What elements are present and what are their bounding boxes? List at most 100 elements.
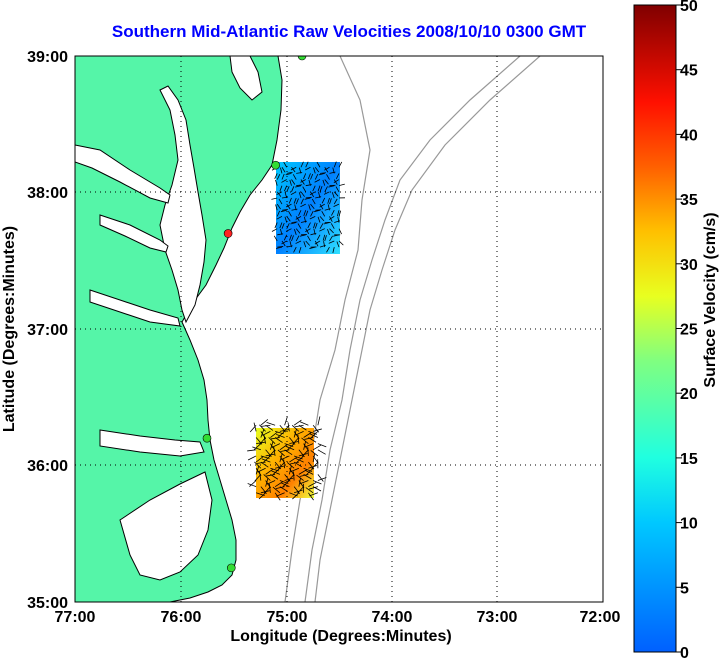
velocity-vector (305, 210, 309, 217)
velocity-vector (281, 240, 286, 247)
colorbar-tick-label: 15 (680, 451, 698, 468)
velocity-vector (308, 461, 315, 470)
velocity-vector (247, 449, 257, 452)
velocity-vector (304, 443, 314, 448)
velocity-vector (281, 196, 288, 199)
velocity-vector (266, 480, 276, 485)
colorbar-label: Surface Velocity (cm/s) (702, 212, 719, 387)
velocity-vector (265, 449, 272, 457)
velocity-vector (279, 222, 283, 229)
velocity-vector (276, 216, 283, 220)
velocity-vector (313, 167, 316, 174)
velocity-vector (296, 474, 304, 481)
velocity-vector (303, 173, 307, 180)
rappahannock-river (99, 214, 169, 253)
velocity-vector (295, 228, 301, 234)
velocity-vector (333, 179, 338, 185)
colorbar-tick-label: 50 (680, 0, 698, 15)
delaware-bay (229, 56, 263, 101)
velocity-vector (299, 473, 309, 477)
velocity-vector (299, 421, 309, 426)
x-tick-label: 76:00 (161, 609, 202, 626)
velocity-vector (296, 172, 303, 174)
velocity-vector (303, 432, 312, 438)
velocity-vector (253, 443, 262, 450)
velocity-vector (286, 216, 291, 222)
velocity-vector (276, 492, 285, 497)
velocity-vector (335, 173, 340, 179)
velocity-vector (337, 216, 340, 223)
velocity-vector (315, 196, 322, 199)
velocity-vector (323, 241, 326, 248)
velocity-vector (329, 171, 336, 174)
velocity-vector (327, 229, 330, 235)
velocity-vector (285, 228, 292, 232)
velocity-vector (279, 455, 286, 464)
bathymetry-contour (314, 56, 541, 602)
velocity-vector (319, 223, 324, 229)
y-tick-label: 37:00 (27, 322, 68, 339)
velocity-vector (314, 209, 321, 213)
velocity-vector (292, 174, 297, 180)
velocity-vector (277, 449, 285, 457)
x-tick-label: 72:00 (580, 609, 621, 626)
velocity-vector (255, 437, 263, 445)
velocity-vector (276, 191, 283, 195)
velocity-vector (293, 419, 302, 426)
plot-frame (74, 55, 604, 603)
velocity-vector (299, 234, 306, 237)
velocity-vector (309, 216, 316, 220)
velocity-vector (279, 444, 288, 451)
velocity-vector (311, 198, 316, 205)
colorbar (633, 4, 677, 653)
velocity-vector (274, 461, 282, 470)
velocity-vector (295, 185, 302, 188)
velocity-vector (312, 424, 320, 433)
velocity-vector (295, 235, 300, 242)
velocity-vector (317, 449, 326, 455)
velocity-vector (291, 425, 300, 432)
velocity-vector (310, 191, 315, 198)
velocity-vector (311, 431, 319, 438)
chesapeake-bay (159, 85, 207, 324)
velocity-vector (317, 443, 327, 448)
bathymetry-contour (284, 56, 371, 602)
velocity-vector (281, 208, 288, 211)
velocity-vector (281, 179, 287, 183)
velocity-vector (300, 161, 304, 168)
velocity-vector (255, 492, 265, 496)
velocity-vector (309, 486, 318, 490)
velocity-vector (289, 492, 298, 497)
velocity-vector (336, 241, 340, 248)
velocity-vector (284, 443, 294, 447)
velocity-vector (314, 222, 318, 229)
velocity-vector (303, 467, 313, 472)
velocity-vector (310, 173, 314, 180)
velocity-vector (305, 240, 311, 246)
velocity-vector (286, 203, 291, 210)
velocity-vector (284, 449, 293, 456)
velocity-vector (289, 179, 292, 186)
velocity-vector (272, 486, 281, 494)
velocity-vector (330, 223, 335, 229)
velocity-vector (324, 166, 330, 171)
velocity-vector (303, 210, 307, 217)
velocity-vector (317, 474, 324, 482)
velocity-vector (312, 455, 319, 464)
velocity-vector (293, 471, 295, 481)
velocity-vector (313, 222, 316, 229)
velocity-vector (254, 461, 262, 469)
velocity-vector (296, 455, 304, 463)
velocity-vector (255, 456, 264, 463)
velocity-vector (323, 191, 330, 195)
velocity-vector (303, 241, 307, 248)
velocity-vector (260, 455, 270, 459)
x-tick-label: 74:00 (372, 609, 413, 626)
velocity-vector (271, 443, 281, 448)
velocity-vector (308, 482, 317, 488)
velocity-vector (302, 186, 307, 193)
velocity-vector (289, 468, 295, 476)
velocity-vector (338, 210, 342, 217)
velocity-vector (289, 461, 299, 465)
